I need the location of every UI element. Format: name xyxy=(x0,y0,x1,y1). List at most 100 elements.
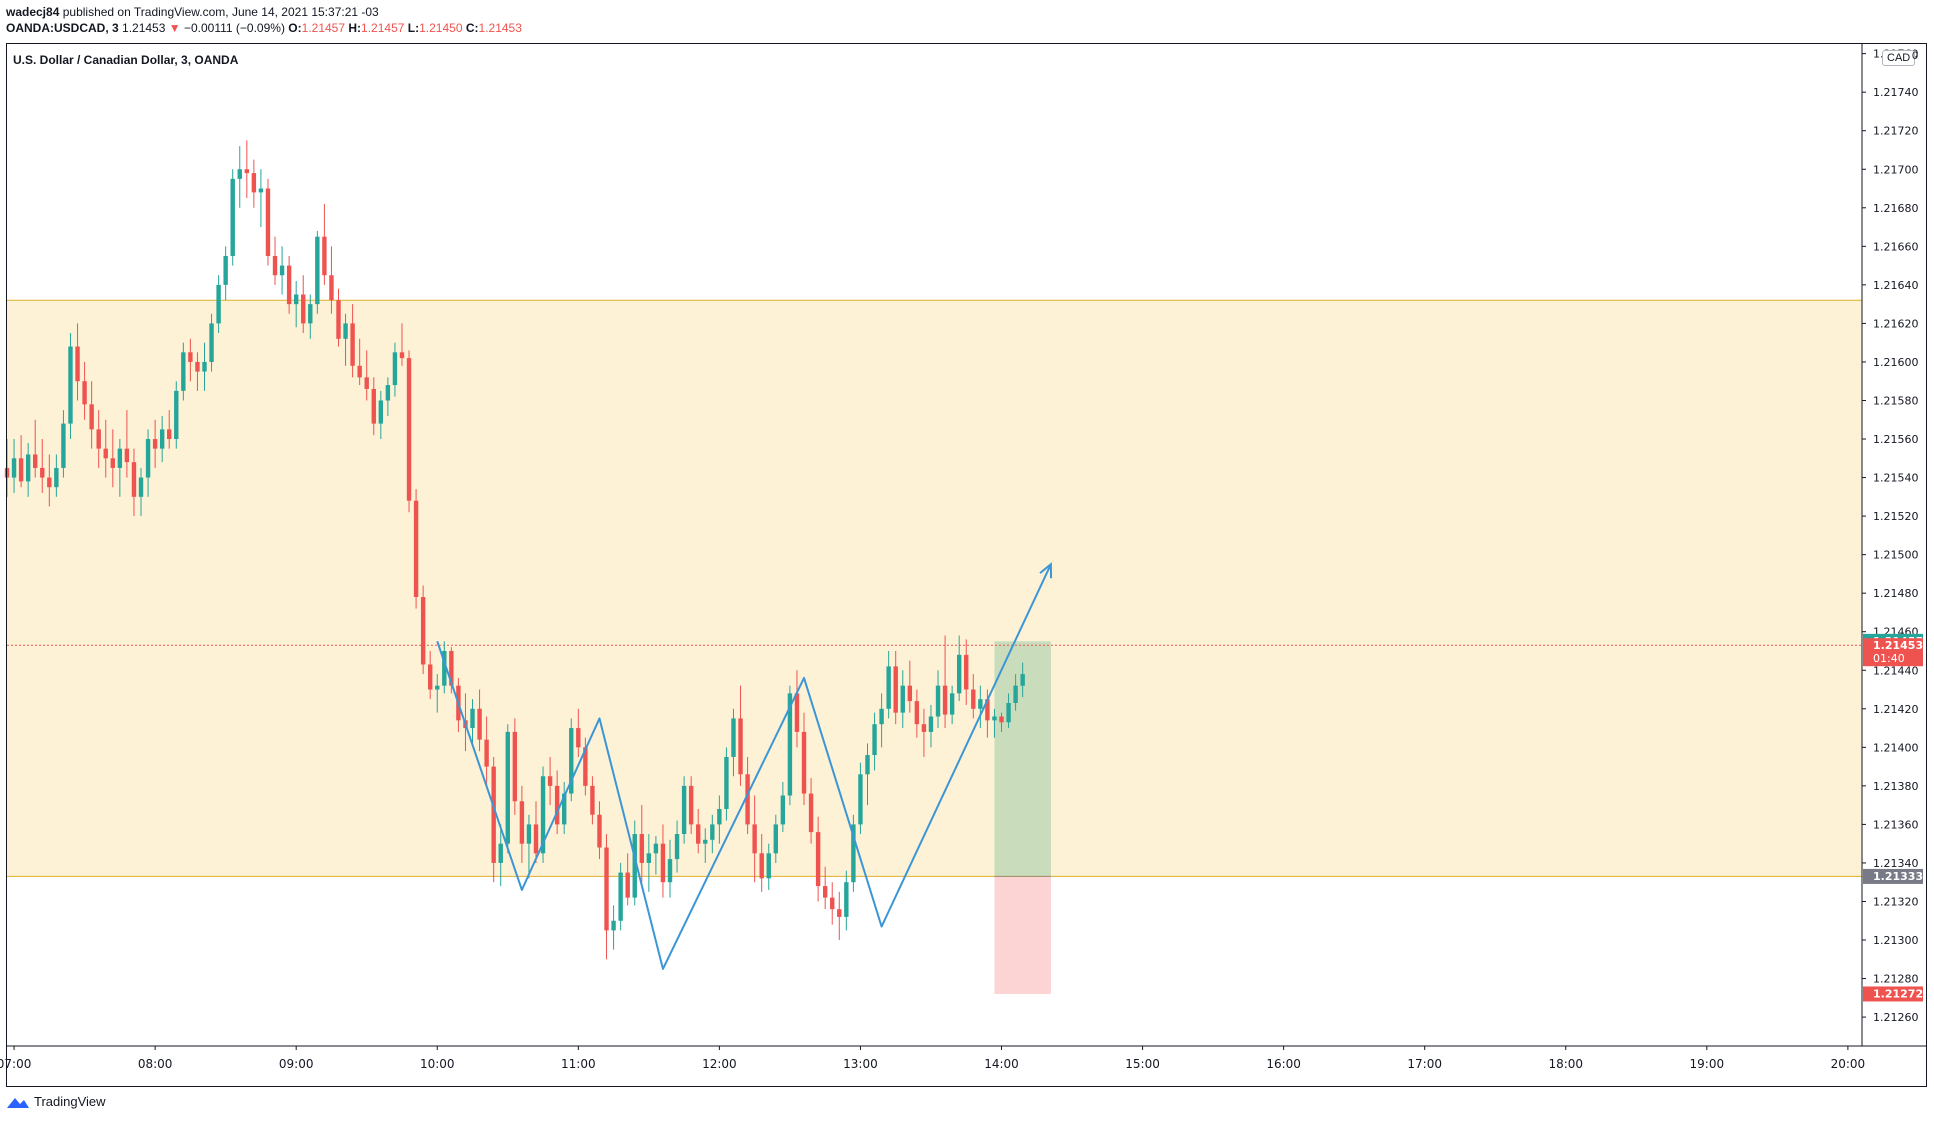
candle-body xyxy=(752,824,757,854)
candle-body xyxy=(237,169,242,179)
candle-body xyxy=(61,423,66,468)
candle-body xyxy=(11,458,17,478)
candle-body xyxy=(773,824,779,854)
candle-body xyxy=(978,699,983,709)
candle-body xyxy=(547,776,553,786)
candle-body xyxy=(794,693,800,732)
x-tick-label: 16:00 xyxy=(1266,1057,1301,1071)
price-badge xyxy=(1863,638,1923,667)
candle-body xyxy=(449,650,454,686)
y-tick-label: 1.21600 xyxy=(1873,356,1919,369)
candle-body xyxy=(251,173,257,193)
y-tick-label: 1.21360 xyxy=(1873,818,1919,831)
candle-body xyxy=(851,824,856,883)
candle-body xyxy=(33,454,38,468)
publish-info: wadecj84 published on TradingView.com, J… xyxy=(6,5,379,19)
candle-body xyxy=(491,766,496,863)
ohlc-line: OANDA:USDCAD, 3 1.21453 ▼ −0.00111 (−0.0… xyxy=(6,21,522,35)
candle-body xyxy=(293,294,299,305)
candle-body xyxy=(808,793,814,833)
y-tick-label: 1.21720 xyxy=(1873,125,1919,138)
price-badge-countdown: 01:40 xyxy=(1873,652,1905,665)
y-tick-label: 1.21420 xyxy=(1873,703,1919,716)
candle-body xyxy=(646,853,652,863)
candle-body xyxy=(477,708,482,740)
candle-body xyxy=(244,169,250,174)
candle-body xyxy=(512,731,518,802)
candle-body xyxy=(900,685,905,713)
candle-body xyxy=(696,824,701,844)
candle-body xyxy=(886,666,891,709)
candle-body xyxy=(371,388,376,424)
candle-body xyxy=(322,236,327,276)
candle-body xyxy=(484,739,489,767)
candle-body xyxy=(519,801,525,844)
currency-extra: 0 xyxy=(1912,50,1919,62)
y-tick-label: 1.21700 xyxy=(1873,163,1919,176)
candle-body xyxy=(992,716,997,721)
change-arrow-icon: ▼ xyxy=(168,21,181,35)
candle-body xyxy=(470,708,475,729)
published-text: published on TradingView.com, June 14, 2… xyxy=(62,5,379,19)
candle-body xyxy=(230,178,235,256)
change-value: −0.00111 (−0.09%) xyxy=(183,21,285,35)
candle-body xyxy=(223,255,228,285)
candle-body xyxy=(329,275,334,301)
candle-body xyxy=(893,666,898,713)
currency-button[interactable]: CAD xyxy=(1882,50,1916,66)
high-label: H: xyxy=(348,21,362,35)
candle-body xyxy=(639,834,644,863)
y-tick-label: 1.21540 xyxy=(1873,472,1919,485)
candle-body xyxy=(928,716,934,732)
pattern-arrow-head xyxy=(1039,562,1053,579)
candle-body xyxy=(964,654,969,690)
candle-body xyxy=(167,429,172,440)
candle-body xyxy=(858,774,863,825)
candle-body xyxy=(124,448,130,463)
x-tick-label: 18:00 xyxy=(1548,1057,1583,1071)
x-tick-label: 07:00 xyxy=(0,1057,31,1071)
candle-body xyxy=(364,377,369,389)
x-tick-label: 09:00 xyxy=(279,1057,314,1071)
y-tick-label: 1.21400 xyxy=(1873,741,1919,754)
y-tick-label: 1.21440 xyxy=(1873,664,1919,677)
candle-body xyxy=(336,300,341,339)
candle-body xyxy=(4,467,10,478)
low-label: L: xyxy=(407,21,420,35)
y-tick-label: 1.21300 xyxy=(1873,934,1919,947)
price-badge-label: 1.21333 xyxy=(1873,870,1923,883)
candle-body xyxy=(745,774,750,825)
candle-body xyxy=(286,265,292,305)
pattern-path xyxy=(436,563,1052,970)
candle-body xyxy=(787,693,793,796)
candle-body xyxy=(378,400,384,424)
candle-body xyxy=(717,808,722,825)
candle-body xyxy=(301,294,306,324)
candle-body xyxy=(914,701,920,725)
candle-body xyxy=(350,323,355,366)
close-label: C: xyxy=(465,21,479,35)
tradingview-footer[interactable]: TradingView xyxy=(6,1094,106,1109)
candle-body xyxy=(872,724,877,756)
candle-body xyxy=(343,323,348,339)
candle-body xyxy=(435,685,440,690)
candle-body xyxy=(75,346,80,382)
open-label: O: xyxy=(288,21,302,35)
candle-body xyxy=(498,843,503,863)
candle-body xyxy=(576,728,581,748)
y-tick-label: 1.21660 xyxy=(1873,240,1919,253)
candle-body xyxy=(159,429,165,449)
candle-body xyxy=(985,699,990,721)
candle-body xyxy=(392,352,398,386)
candle-body xyxy=(710,824,715,840)
y-tick-label: 1.21520 xyxy=(1873,510,1919,523)
candle-body xyxy=(427,664,433,690)
candle-body xyxy=(145,439,151,478)
candle-body xyxy=(618,872,623,921)
candle-body xyxy=(907,685,913,702)
candle-body xyxy=(40,467,45,478)
candle-body xyxy=(844,882,849,917)
candle-body xyxy=(703,839,708,844)
candle-body xyxy=(216,284,221,324)
